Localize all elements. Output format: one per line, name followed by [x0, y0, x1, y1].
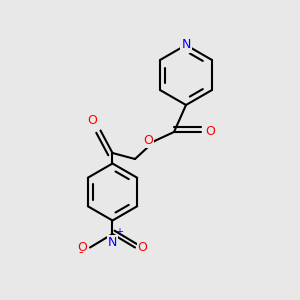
Text: N: N [181, 38, 191, 52]
Text: O: O [143, 134, 153, 148]
Text: O: O [78, 241, 88, 254]
Text: +: + [115, 227, 123, 237]
Text: O: O [88, 115, 98, 128]
Text: -: - [78, 246, 82, 260]
Text: N: N [108, 236, 117, 248]
Text: O: O [206, 125, 215, 139]
Text: O: O [137, 241, 147, 254]
